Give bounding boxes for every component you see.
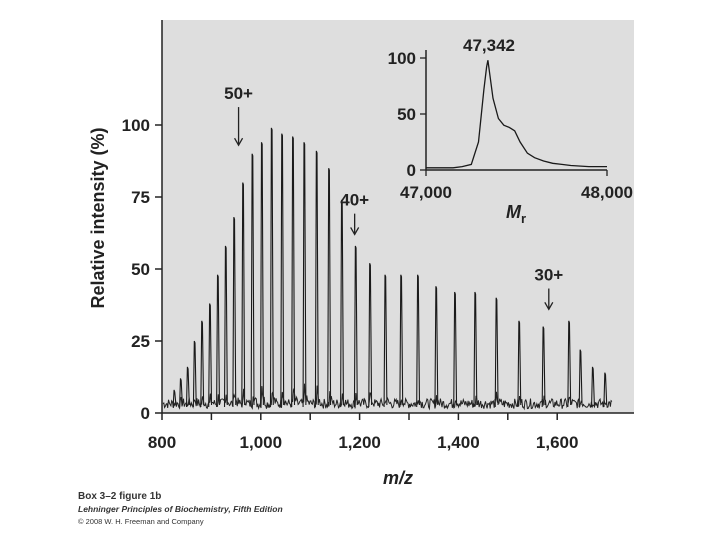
spectrum-peak [383, 274, 388, 408]
arrow-head [234, 137, 244, 147]
y-tick-label: 0 [141, 404, 150, 423]
spectrum-peak [179, 378, 183, 408]
plot-background [162, 20, 634, 413]
spectrum-peak [185, 366, 190, 408]
spectrum-peak [192, 340, 197, 408]
spectrum-peak [368, 263, 373, 408]
inset-y-tick-label: 50 [397, 105, 416, 124]
y-tick-label: 75 [131, 188, 150, 207]
spectrum-peak [200, 320, 205, 408]
spectrum-peak [291, 136, 296, 408]
inset-y-tick-label: 0 [407, 161, 416, 180]
y-tick-label: 50 [131, 260, 150, 279]
spectrum-peak [260, 142, 264, 408]
x-tick-label: 1,000 [240, 433, 283, 452]
inset-chart: 0 50 100 47,000 48,000 47,342 Mr [388, 36, 633, 226]
spectrum-peak [434, 286, 439, 408]
figure-caption-source: Lehninger Principles of Biochemistry, Fi… [78, 504, 283, 514]
spectrum-peak [453, 291, 458, 408]
x-tick-label: 1,400 [437, 433, 480, 452]
spectrum-peak [399, 274, 404, 408]
spectrum-peak [541, 326, 546, 408]
arrow-head [350, 227, 360, 236]
inset-spectrum-line [426, 60, 607, 169]
spectrum-peak [216, 274, 220, 408]
y-axis-title: Relative intensity (%) [88, 127, 108, 308]
spectrum-peak [232, 216, 237, 408]
inset-y-tick-label: 100 [388, 49, 416, 68]
spectrum-baseline [162, 383, 613, 411]
spectrum-peak [250, 153, 255, 408]
spectrum-peak [223, 245, 228, 408]
spectrum-peak [353, 245, 358, 408]
spectrum-peak [416, 274, 421, 408]
spectrum-peak [567, 320, 572, 408]
charge-state-label: 40+ [340, 191, 369, 210]
spectrum-peak [473, 291, 478, 408]
spectrum-peak [280, 133, 285, 408]
spectrum-peak [172, 389, 177, 408]
charge-state-label: 50+ [224, 84, 253, 103]
x-axis-title: m/z [383, 468, 413, 488]
figure-caption-copyright: © 2008 W. H. Freeman and Company [78, 517, 204, 526]
charge-state-label: 30+ [534, 266, 563, 285]
inset-peak-label: 47,342 [463, 36, 515, 55]
spectrum-peak [241, 182, 246, 408]
spectrum-peak [494, 297, 499, 408]
spectrum-peak [314, 150, 319, 408]
spectrum-peak [517, 320, 522, 408]
inset-x-tick-label: 48,000 [581, 183, 633, 202]
spectrum-peak [302, 142, 307, 408]
arrow-head [544, 301, 554, 311]
inset-x-axis-title: Mr [506, 202, 526, 226]
spectrum-peak [269, 127, 274, 408]
spectrum-peak [327, 168, 332, 408]
spectrum-peak [591, 366, 595, 408]
y-tick-label: 25 [131, 332, 150, 351]
figure-caption-title: Box 3–2 figure 1b [78, 491, 162, 502]
spectrum-peak [208, 303, 213, 408]
x-tick-label: 1,600 [536, 433, 579, 452]
spectrum-peak [578, 349, 583, 408]
inset-x-tick-label: 47,000 [400, 183, 452, 202]
spectrum-peak [340, 199, 344, 408]
x-tick-label: 1,200 [338, 433, 381, 452]
y-tick-label: 100 [122, 116, 150, 135]
spectrum-peak [603, 372, 608, 408]
x-tick-label: 800 [148, 433, 176, 452]
